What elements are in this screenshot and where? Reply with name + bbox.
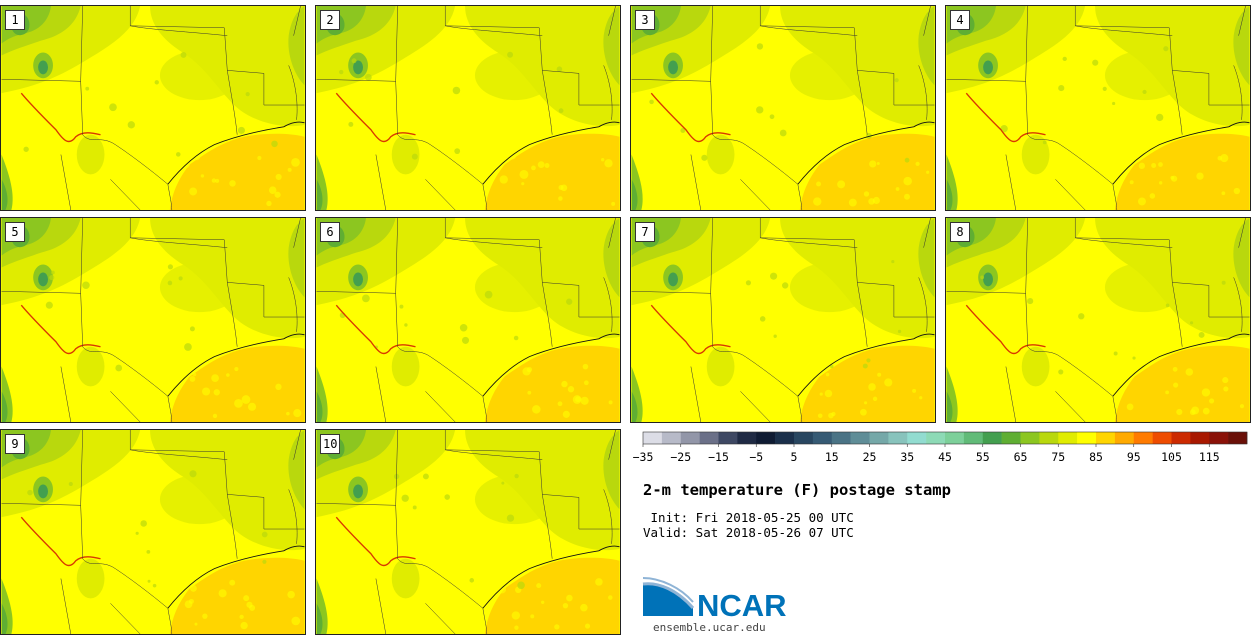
temperature-map	[946, 218, 1250, 422]
colorbar-swatch	[945, 432, 965, 444]
colorbar-swatch	[1058, 432, 1078, 444]
colorbar-swatch	[661, 432, 682, 444]
temperature-map	[316, 430, 620, 634]
valid-time: Valid: Sat 2018-05-26 07 UTC	[643, 525, 854, 540]
member-number-label: 8	[950, 222, 970, 242]
colorbar-swatch	[907, 432, 927, 444]
temperature-map	[316, 6, 620, 210]
colorbar-swatch	[1209, 432, 1229, 444]
member-number-label: 2	[320, 10, 340, 30]
colorbar-tick-label: 75	[1051, 450, 1065, 464]
colorbar-swatch	[680, 432, 700, 444]
member-number-label: 4	[950, 10, 970, 30]
colorbar-tick-label: −5	[749, 450, 763, 464]
colorbar-tick-label: 35	[900, 450, 914, 464]
member-number-label: 5	[5, 222, 25, 242]
ensemble-member-panel: 3	[630, 5, 936, 211]
colorbar-tick-label: 65	[1014, 450, 1028, 464]
colorbar-swatch	[643, 432, 663, 444]
colorbar-tick-label: 5	[791, 450, 798, 464]
member-number-label: 10	[320, 434, 341, 454]
colorbar-tick-label: −35	[633, 450, 654, 464]
colorbar-swatch	[869, 432, 889, 444]
temperature-map	[631, 6, 935, 210]
colorbar-swatch	[1152, 432, 1172, 444]
member-number-label: 3	[635, 10, 655, 30]
init-time: Init: Fri 2018-05-25 00 UTC	[643, 510, 854, 525]
ensemble-member-panel: 5	[0, 217, 306, 423]
colorbar-tick-label: 15	[825, 450, 839, 464]
colorbar-swatch	[699, 432, 719, 444]
ensemble-member-panel: 10	[315, 429, 621, 635]
colorbar-tick-label: −25	[670, 450, 691, 464]
colorbar-swatch	[963, 432, 984, 444]
ensemble-member-panel: 9	[0, 429, 306, 635]
member-number-label: 7	[635, 222, 655, 242]
website-url: ensemble.ucar.edu	[653, 621, 766, 634]
ensemble-member-panel: 1	[0, 5, 306, 211]
colorbar-swatch	[1133, 432, 1153, 444]
ensemble-member-panel: 7	[630, 217, 936, 423]
colorbar-swatch	[794, 432, 814, 444]
colorbar-swatch	[1077, 432, 1097, 444]
colorbar-swatch	[1001, 432, 1021, 444]
member-number-label: 6	[320, 222, 340, 242]
colorbar-swatch	[718, 432, 738, 444]
colorbar-tick-label: 95	[1127, 450, 1141, 464]
colorbar-swatch	[812, 432, 833, 444]
colorbar-swatch	[982, 432, 1002, 444]
ensemble-member-panel: 2	[315, 5, 621, 211]
temperature-map	[316, 218, 620, 422]
colorbar-swatch	[1114, 432, 1135, 444]
temperature-colorbar: −35 −25 −15 −5 5 15 25 35 45 55 65 75 85 95 105 115	[633, 431, 1248, 464]
colorbar-tick-label: −15	[708, 450, 729, 464]
ncar-logo: NCAR	[642, 577, 787, 622]
colorbar-swatch	[737, 432, 757, 444]
member-number-label: 1	[5, 10, 25, 30]
plot-title: 2-m temperature (F) postage stamp	[643, 481, 951, 499]
temperature-map	[1, 430, 305, 634]
colorbar-tick-label: 45	[938, 450, 952, 464]
colorbar-swatch	[850, 432, 870, 444]
ensemble-member-panel: 6	[315, 217, 621, 423]
colorbar-swatch	[831, 432, 851, 444]
ncar-logo-swoosh	[643, 583, 693, 616]
ensemble-member-panel: 4	[945, 5, 1251, 211]
colorbar-tick-label: 105	[1161, 450, 1182, 464]
colorbar-swatch	[1039, 432, 1059, 444]
colorbar-tick-label: 85	[1089, 450, 1103, 464]
ensemble-member-panel: 8	[945, 217, 1251, 423]
temperature-map	[1, 6, 305, 210]
colorbar-swatch	[1190, 432, 1210, 444]
colorbar-swatch	[888, 432, 908, 444]
temperature-map	[1, 218, 305, 422]
member-number-label: 9	[5, 434, 25, 454]
colorbar-swatch	[1096, 432, 1116, 444]
colorbar-swatch	[1171, 432, 1191, 444]
colorbar-tick-label: 55	[976, 450, 990, 464]
colorbar-tick-label: 25	[863, 450, 877, 464]
temperature-map	[946, 6, 1250, 210]
colorbar-swatch	[926, 432, 946, 444]
ncar-logo-text: NCAR	[697, 588, 787, 622]
colorbar-swatch	[756, 432, 776, 444]
temperature-map	[631, 218, 935, 422]
colorbar-swatch	[1020, 432, 1040, 444]
colorbar-tick-label: 115	[1199, 450, 1220, 464]
colorbar-swatch	[1228, 432, 1248, 444]
colorbar-swatch	[775, 432, 795, 444]
